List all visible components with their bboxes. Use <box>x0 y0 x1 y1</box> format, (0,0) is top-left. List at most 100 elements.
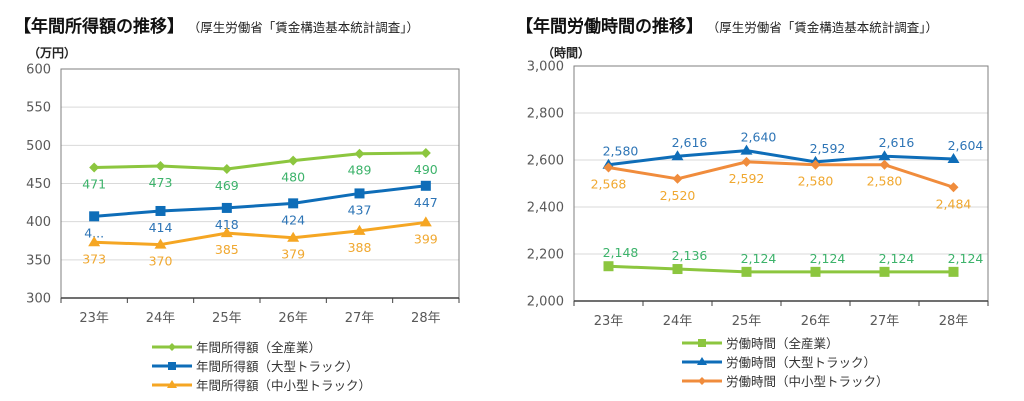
income-chart-title-block: 【年間所得額の推移】 （厚生労働省「賃金構造基本統計調査」） <box>14 12 419 37</box>
legend-item: 年間所得額（全産業） <box>150 337 371 356</box>
data-point-marker <box>353 224 366 235</box>
data-point-marker <box>879 266 890 277</box>
y-tick-label: 400 <box>26 215 51 230</box>
legend-swatch-icon <box>150 378 194 392</box>
x-tick-label: 23年 <box>79 311 109 326</box>
x-tick-label: 26年 <box>801 314 831 329</box>
data-label: 2,592 <box>729 171 765 186</box>
hours-line-chart: 2,000 2,200 2,400 2,600 2,800 3,000 23年 24年 25年 2… <box>527 60 989 329</box>
hours-chart-title-block: 【年間労働時間の推移】 （厚生労働省「賃金構造基本統計調査」） <box>516 12 938 37</box>
legend-marker <box>698 376 706 385</box>
data-point-marker <box>741 266 752 277</box>
hours-chart-title: 【年間労働時間の推移】 <box>516 17 703 37</box>
data-point-marker <box>287 231 300 242</box>
data-point-marker <box>420 180 431 191</box>
x-tick-label: 25年 <box>212 311 242 326</box>
series-line <box>94 220 427 247</box>
series-0: 2,148 2,136 2,124 2,124 2,124 2,124 <box>603 245 983 277</box>
y-tick-label: 2,000 <box>527 295 564 310</box>
data-label: 469 <box>215 178 239 193</box>
legend-marker <box>168 361 176 370</box>
legend-label: 労働時間（中小型トラック） <box>726 374 889 389</box>
legend-item: 年間所得額（大型トラック） <box>150 356 371 375</box>
income-chart-title: 【年間所得額の推移】 <box>14 17 184 37</box>
y-tick-label: 600 <box>26 63 51 78</box>
x-tick-label: 25年 <box>732 314 762 329</box>
y-tick-label: 2,200 <box>527 248 564 263</box>
data-label: 388 <box>348 240 372 255</box>
data-label: 480 <box>281 170 305 185</box>
legend-item: 労働時間（全産業） <box>680 333 889 352</box>
x-tick-label: 28年 <box>411 311 441 326</box>
data-point-marker <box>879 159 890 170</box>
y-tick-label: 500 <box>26 139 51 154</box>
data-point-marker <box>221 202 232 213</box>
data-point-marker <box>603 162 614 173</box>
data-point-marker <box>419 216 432 227</box>
data-point-marker <box>220 227 233 238</box>
data-point-marker <box>88 236 101 247</box>
data-point-marker <box>672 264 683 275</box>
legend-marker <box>167 379 177 388</box>
data-label: 424 <box>281 212 305 227</box>
legend-item: 労働時間（中小型トラック） <box>680 371 889 390</box>
data-point-marker <box>89 162 100 173</box>
x-tick-label: 27年 <box>870 314 900 329</box>
data-label: 437 <box>348 202 372 217</box>
y-tick-label: 550 <box>26 101 51 116</box>
data-label: 2,136 <box>672 248 708 263</box>
data-label: 2,580 <box>798 174 834 189</box>
data-point-marker <box>947 153 960 164</box>
data-point-marker <box>603 261 614 272</box>
y-tick-label: 2,800 <box>527 107 564 122</box>
data-label: 399 <box>414 231 438 246</box>
x-tick-label: 23年 <box>594 314 624 329</box>
income-chart-source: （厚生労働省「賃金構造基本統計調査」） <box>194 20 420 35</box>
series-2: 373 370 385 379 388 399 <box>82 216 438 269</box>
data-point-marker <box>288 198 299 209</box>
y-tick-label: 350 <box>26 253 51 268</box>
data-point-marker <box>810 159 821 170</box>
x-tick-label: 28年 <box>939 314 969 329</box>
legend-swatch-icon <box>150 359 194 373</box>
data-point-marker <box>89 211 100 222</box>
data-point-marker <box>221 163 232 174</box>
data-point-marker <box>948 266 959 277</box>
data-label: 385 <box>215 242 239 257</box>
legend-label: 労働時間（大型トラック） <box>726 355 877 370</box>
data-label: 2,124 <box>810 251 846 266</box>
legend-marker <box>698 338 706 347</box>
income-chart-panel: 【年間所得額の推移】 （厚生労働省「賃金構造基本統計調査」） （万円） 300 35… <box>0 0 510 401</box>
data-label: 418 <box>215 217 239 232</box>
series-line <box>608 149 954 167</box>
data-point-marker <box>354 188 365 199</box>
legend-label: 労働時間（全産業） <box>726 336 839 351</box>
data-label: 2,520 <box>660 188 696 203</box>
data-point-marker <box>878 150 891 161</box>
data-point-marker <box>948 182 959 193</box>
data-label: 2,616 <box>672 135 708 150</box>
y-tick-label: 450 <box>26 177 51 192</box>
data-label: 373 <box>82 251 106 266</box>
y-tick-label: 2,400 <box>527 201 564 216</box>
data-label: 2,580 <box>867 174 903 189</box>
series-line <box>94 151 426 171</box>
x-tick-label: 24年 <box>663 314 693 329</box>
data-label: 379 <box>281 247 305 262</box>
x-tick-label: 26年 <box>278 311 308 326</box>
data-point-marker <box>155 160 166 171</box>
data-label: 473 <box>149 175 173 190</box>
hours-chart-source: （厚生労働省「賃金構造基本統計調査」） <box>713 20 939 35</box>
data-label: 2,640 <box>741 130 777 145</box>
data-label: 489 <box>348 163 372 178</box>
legend-marker <box>168 342 176 351</box>
y-tick-label: 2,600 <box>527 154 564 169</box>
data-label: 2,124 <box>879 251 915 266</box>
series-2: 2,568 2,520 2,592 2,580 2,580 2,484 <box>591 156 972 211</box>
legend-label: 年間所得額（全産業） <box>196 340 322 355</box>
data-label: 2,484 <box>936 196 972 211</box>
data-label: 2,604 <box>948 138 984 153</box>
legend-swatch-icon <box>680 355 724 369</box>
data-point-marker <box>155 205 166 216</box>
data-label: 2,568 <box>591 177 627 192</box>
